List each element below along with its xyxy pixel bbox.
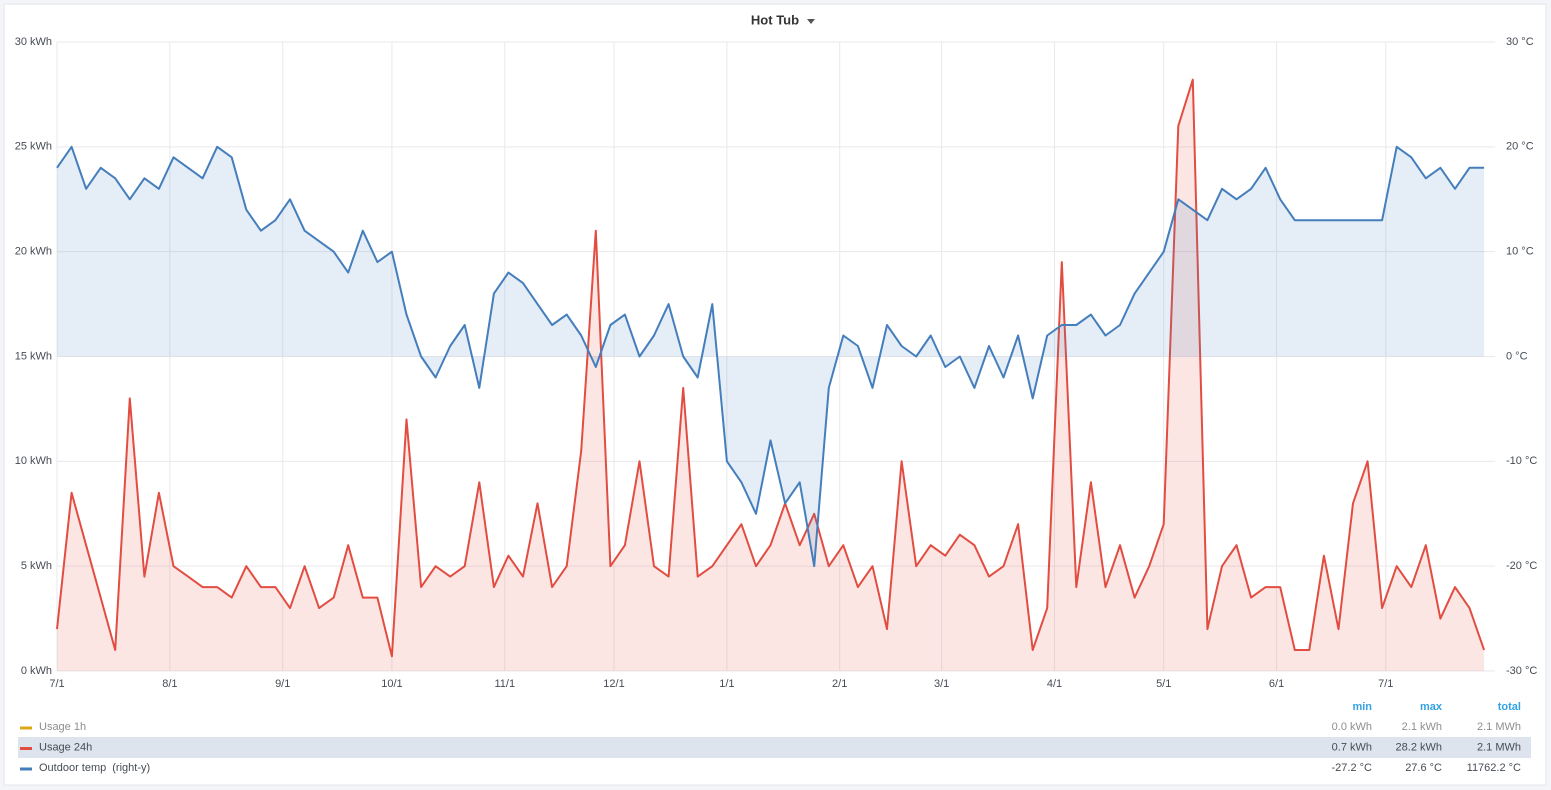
legend-stat: 27.6 °C	[1405, 762, 1442, 774]
x-tick-label: 9/1	[275, 678, 290, 690]
legend-column-header: max	[1420, 701, 1443, 713]
y2-tick-label: -20 °C	[1506, 560, 1537, 572]
y2-tick-label: -10 °C	[1506, 455, 1537, 467]
y2-tick-label: 10 °C	[1506, 246, 1534, 258]
legend-column-header: min	[1352, 701, 1372, 713]
series-line	[56, 145, 1485, 568]
series-line	[56, 78, 1486, 658]
legend-column-header: total	[1498, 701, 1521, 713]
y2-tick-label: 0 °C	[1506, 350, 1528, 362]
series-area	[57, 79, 1485, 671]
y2-tick-label: -30 °C	[1506, 665, 1537, 677]
legend-stat: 28.2 kWh	[1396, 741, 1442, 753]
x-tick-label: 5/1	[1156, 678, 1171, 690]
panel-frame	[3, 3, 1547, 786]
y-tick-label: 10 kWh	[15, 455, 52, 467]
x-tick-label: 4/1	[1047, 678, 1062, 690]
x-tick-label: 2/1	[832, 678, 847, 690]
legend-stat: 2.1 MWh	[1477, 741, 1521, 753]
legend-label[interactable]: Usage 24h	[39, 741, 92, 753]
legend-stat: -27.2 °C	[1332, 762, 1373, 774]
y-tick-label: 5 kWh	[21, 560, 52, 572]
x-tick-label: 7/1	[1378, 678, 1393, 690]
y2-tick-label: 30 °C	[1506, 36, 1534, 48]
x-tick-label: 12/1	[603, 678, 624, 690]
y-tick-label: 30 kWh	[15, 36, 52, 48]
legend-stat: 2.1 MWh	[1477, 721, 1521, 733]
x-tick-label: 11/1	[494, 678, 515, 690]
title-caret[interactable]	[807, 19, 815, 24]
legend-stat: 0.7 kWh	[1332, 741, 1372, 753]
panel-title[interactable]: Hot Tub	[751, 12, 799, 27]
x-tick-label: 1/1	[719, 678, 734, 690]
x-tick-label: 3/1	[934, 678, 949, 690]
x-tick-label: 7/1	[49, 678, 64, 690]
legend-label[interactable]: Outdoor temp	[39, 762, 106, 774]
legend-stat: 2.1 kWh	[1402, 721, 1442, 733]
x-tick-label: 6/1	[1269, 678, 1284, 690]
y-tick-label: 15 kWh	[15, 350, 52, 362]
y-tick-label: 20 kWh	[15, 246, 52, 258]
legend-stat: 0.0 kWh	[1332, 721, 1372, 733]
x-tick-label: 10/1	[381, 678, 402, 690]
y-tick-label: 25 kWh	[15, 141, 52, 153]
x-tick-label: 8/1	[162, 678, 177, 690]
legend-stat: 11762.2 °C	[1467, 762, 1521, 774]
legend-axis-note: (right-y)	[112, 762, 150, 774]
y2-tick-label: 20 °C	[1506, 141, 1534, 153]
y-tick-label: 0 kWh	[21, 665, 52, 677]
legend-highlight	[18, 737, 1531, 758]
series-area	[57, 146, 1485, 567]
legend-label[interactable]: Usage 1h	[39, 721, 86, 733]
